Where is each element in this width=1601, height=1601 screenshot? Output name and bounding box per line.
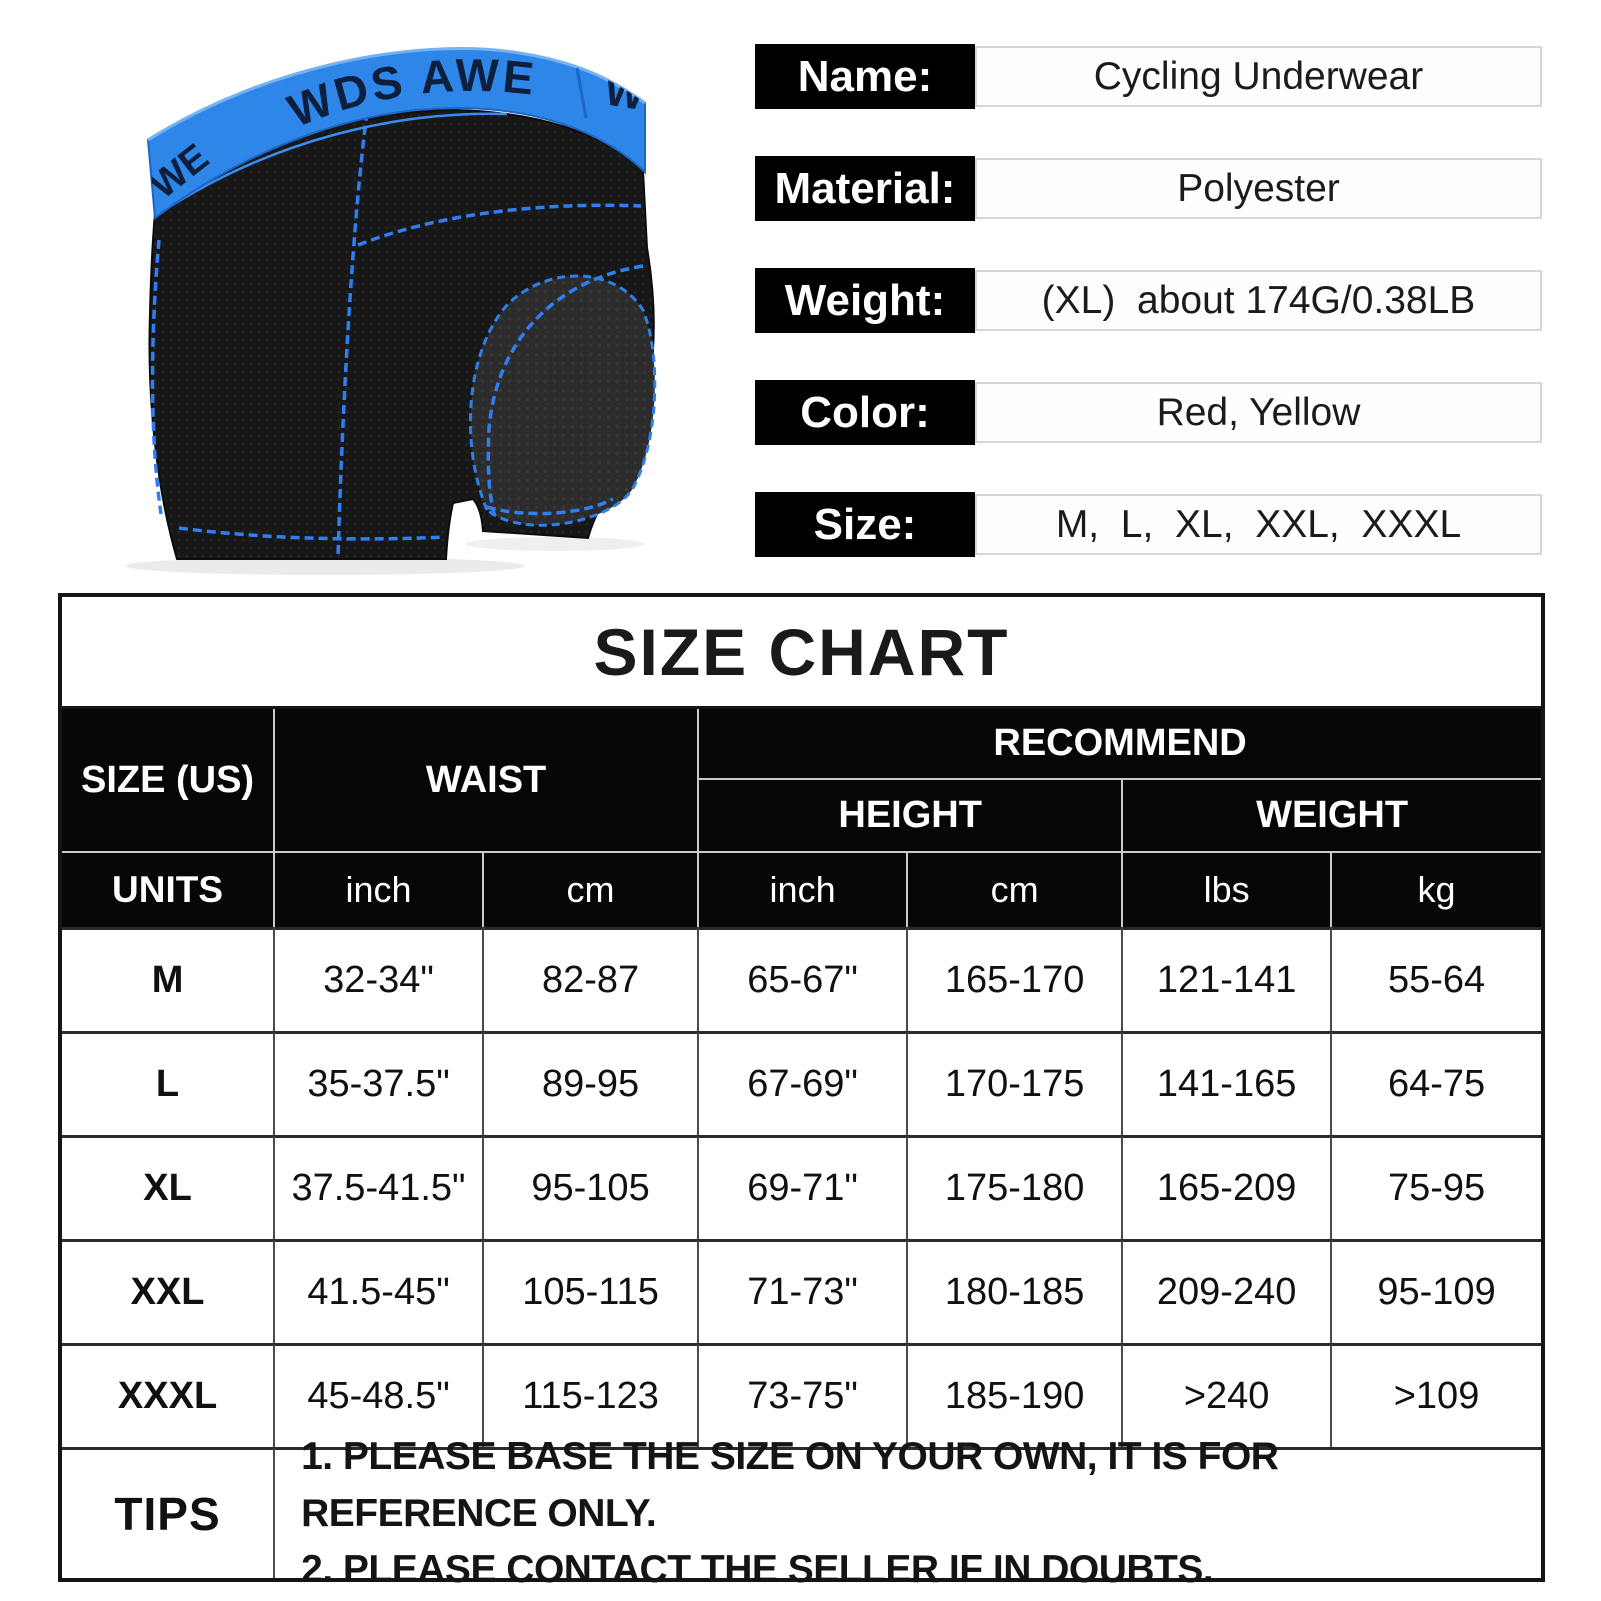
info-value-material: Polyester [975,158,1542,219]
table-cell: 141-165 [1123,1031,1333,1135]
table-row-xxl-size: XXL [62,1239,276,1343]
unit-height-inch: inch [699,851,909,927]
unit-weight-kg: kg [1332,851,1541,927]
unit-height-cm: cm [908,851,1124,927]
tips-text: 1. PLEASE BASE THE SIZE ON YOUR OWN, IT … [275,1435,1541,1591]
table-cell: 121-141 [1123,927,1333,1031]
table-cell: 115-123 [483,1343,700,1447]
info-label-weight: Weight: [755,268,975,333]
waistband-bottom-stitch [162,112,508,213]
table-cell: 165-170 [908,927,1124,1031]
table-row-xxxl-size: XXXL [62,1343,276,1447]
table-cell: 73-75" [699,1343,909,1447]
table-cell: 165-209 [1123,1135,1333,1239]
unit-weight-lbs: lbs [1123,851,1333,927]
table-cell: 37.5-41.5" [275,1135,484,1239]
info-row-weight: Weight: (XL) about 174G/0.38LB [755,268,1542,333]
tips-line-1: 1. PLEASE BASE THE SIZE ON YOUR OWN, IT … [301,1435,1279,1535]
table-cell: 82-87 [483,927,700,1031]
header-weight: WEIGHT [1123,780,1541,851]
seat-pad [468,274,657,527]
shadow [465,537,645,551]
tips-label: TIPS [62,1447,276,1578]
unit-waist-inch: inch [275,851,484,927]
size-chart-title: SIZE CHART [62,597,1541,709]
table-cell: >109 [1332,1343,1541,1447]
tips-line-2: 2. PLEASE CONTACT THE SELLER IF IN DOUBT… [301,1548,1214,1592]
table-cell: 75-95 [1332,1135,1541,1239]
info-label-material: Material: [755,156,975,221]
waistband-highlight [147,47,646,142]
header-height: HEIGHT [699,780,1124,851]
table-cell: 170-175 [908,1031,1124,1135]
table-cell: 71-73" [699,1239,909,1343]
stitch-seams [150,111,644,558]
shadow [125,557,525,575]
table-cell: 175-180 [908,1135,1124,1239]
header-size-us: SIZE (US) [62,709,276,851]
table-row-xl-size: XL [62,1135,276,1239]
table-cell: 95-109 [1332,1239,1541,1343]
info-value-name: Cycling Underwear [975,46,1542,107]
table-cell: 35-37.5" [275,1031,484,1135]
table-cell: 41.5-45" [275,1239,484,1343]
info-value-color: Red, Yellow [975,382,1542,443]
units-label: UNITS [62,851,276,927]
info-label-size: Size: [755,492,975,557]
info-row-material: Material: Polyester [755,156,1542,221]
table-cell: 32-34" [275,927,484,1031]
unit-waist-cm: cm [483,851,700,927]
header-waist: WAIST [275,709,700,851]
product-info-panel: Name: Cycling Underwear Material: Polyes… [755,44,1542,557]
table-cell: 105-115 [483,1239,700,1343]
table-cell: 64-75 [1332,1031,1541,1135]
table-cell: 89-95 [483,1031,700,1135]
info-label-color: Color: [755,380,975,445]
info-row-size: Size: M, L, XL, XXL, XXXL [755,492,1542,557]
info-value-weight: (XL) about 174G/0.38LB [975,270,1542,331]
cycling-shorts-illustration: WDS AWE WE WD [125,47,657,575]
table-cell: 55-64 [1332,927,1541,1031]
info-label-name: Name: [755,44,975,109]
table-cell: 95-105 [483,1135,700,1239]
table-cell: 45-48.5" [275,1343,484,1447]
table-row-m-size: M [62,927,276,1031]
table-cell: 209-240 [1123,1239,1333,1343]
info-row-color: Color: Red, Yellow [755,380,1542,445]
table-row-l-size: L [62,1031,276,1135]
product-photo-cycling-underwear: WDS AWE WE WD [55,8,705,588]
waistband-seam [575,67,588,119]
table-cell: 69-71" [699,1135,909,1239]
info-row-name: Name: Cycling Underwear [755,44,1542,109]
info-value-size: M, L, XL, XXL, XXXL [975,494,1542,555]
table-cell: 65-67" [699,927,909,1031]
table-cell: >240 [1123,1343,1333,1447]
table-cell: 67-69" [699,1031,909,1135]
header-recommend: RECOMMEND [699,709,1541,780]
table-cell: 180-185 [908,1239,1124,1343]
table-cell: 185-190 [908,1343,1124,1447]
size-chart-table: SIZE CHART SIZE (US) WAIST RECOMMEND HEI… [58,593,1545,1591]
